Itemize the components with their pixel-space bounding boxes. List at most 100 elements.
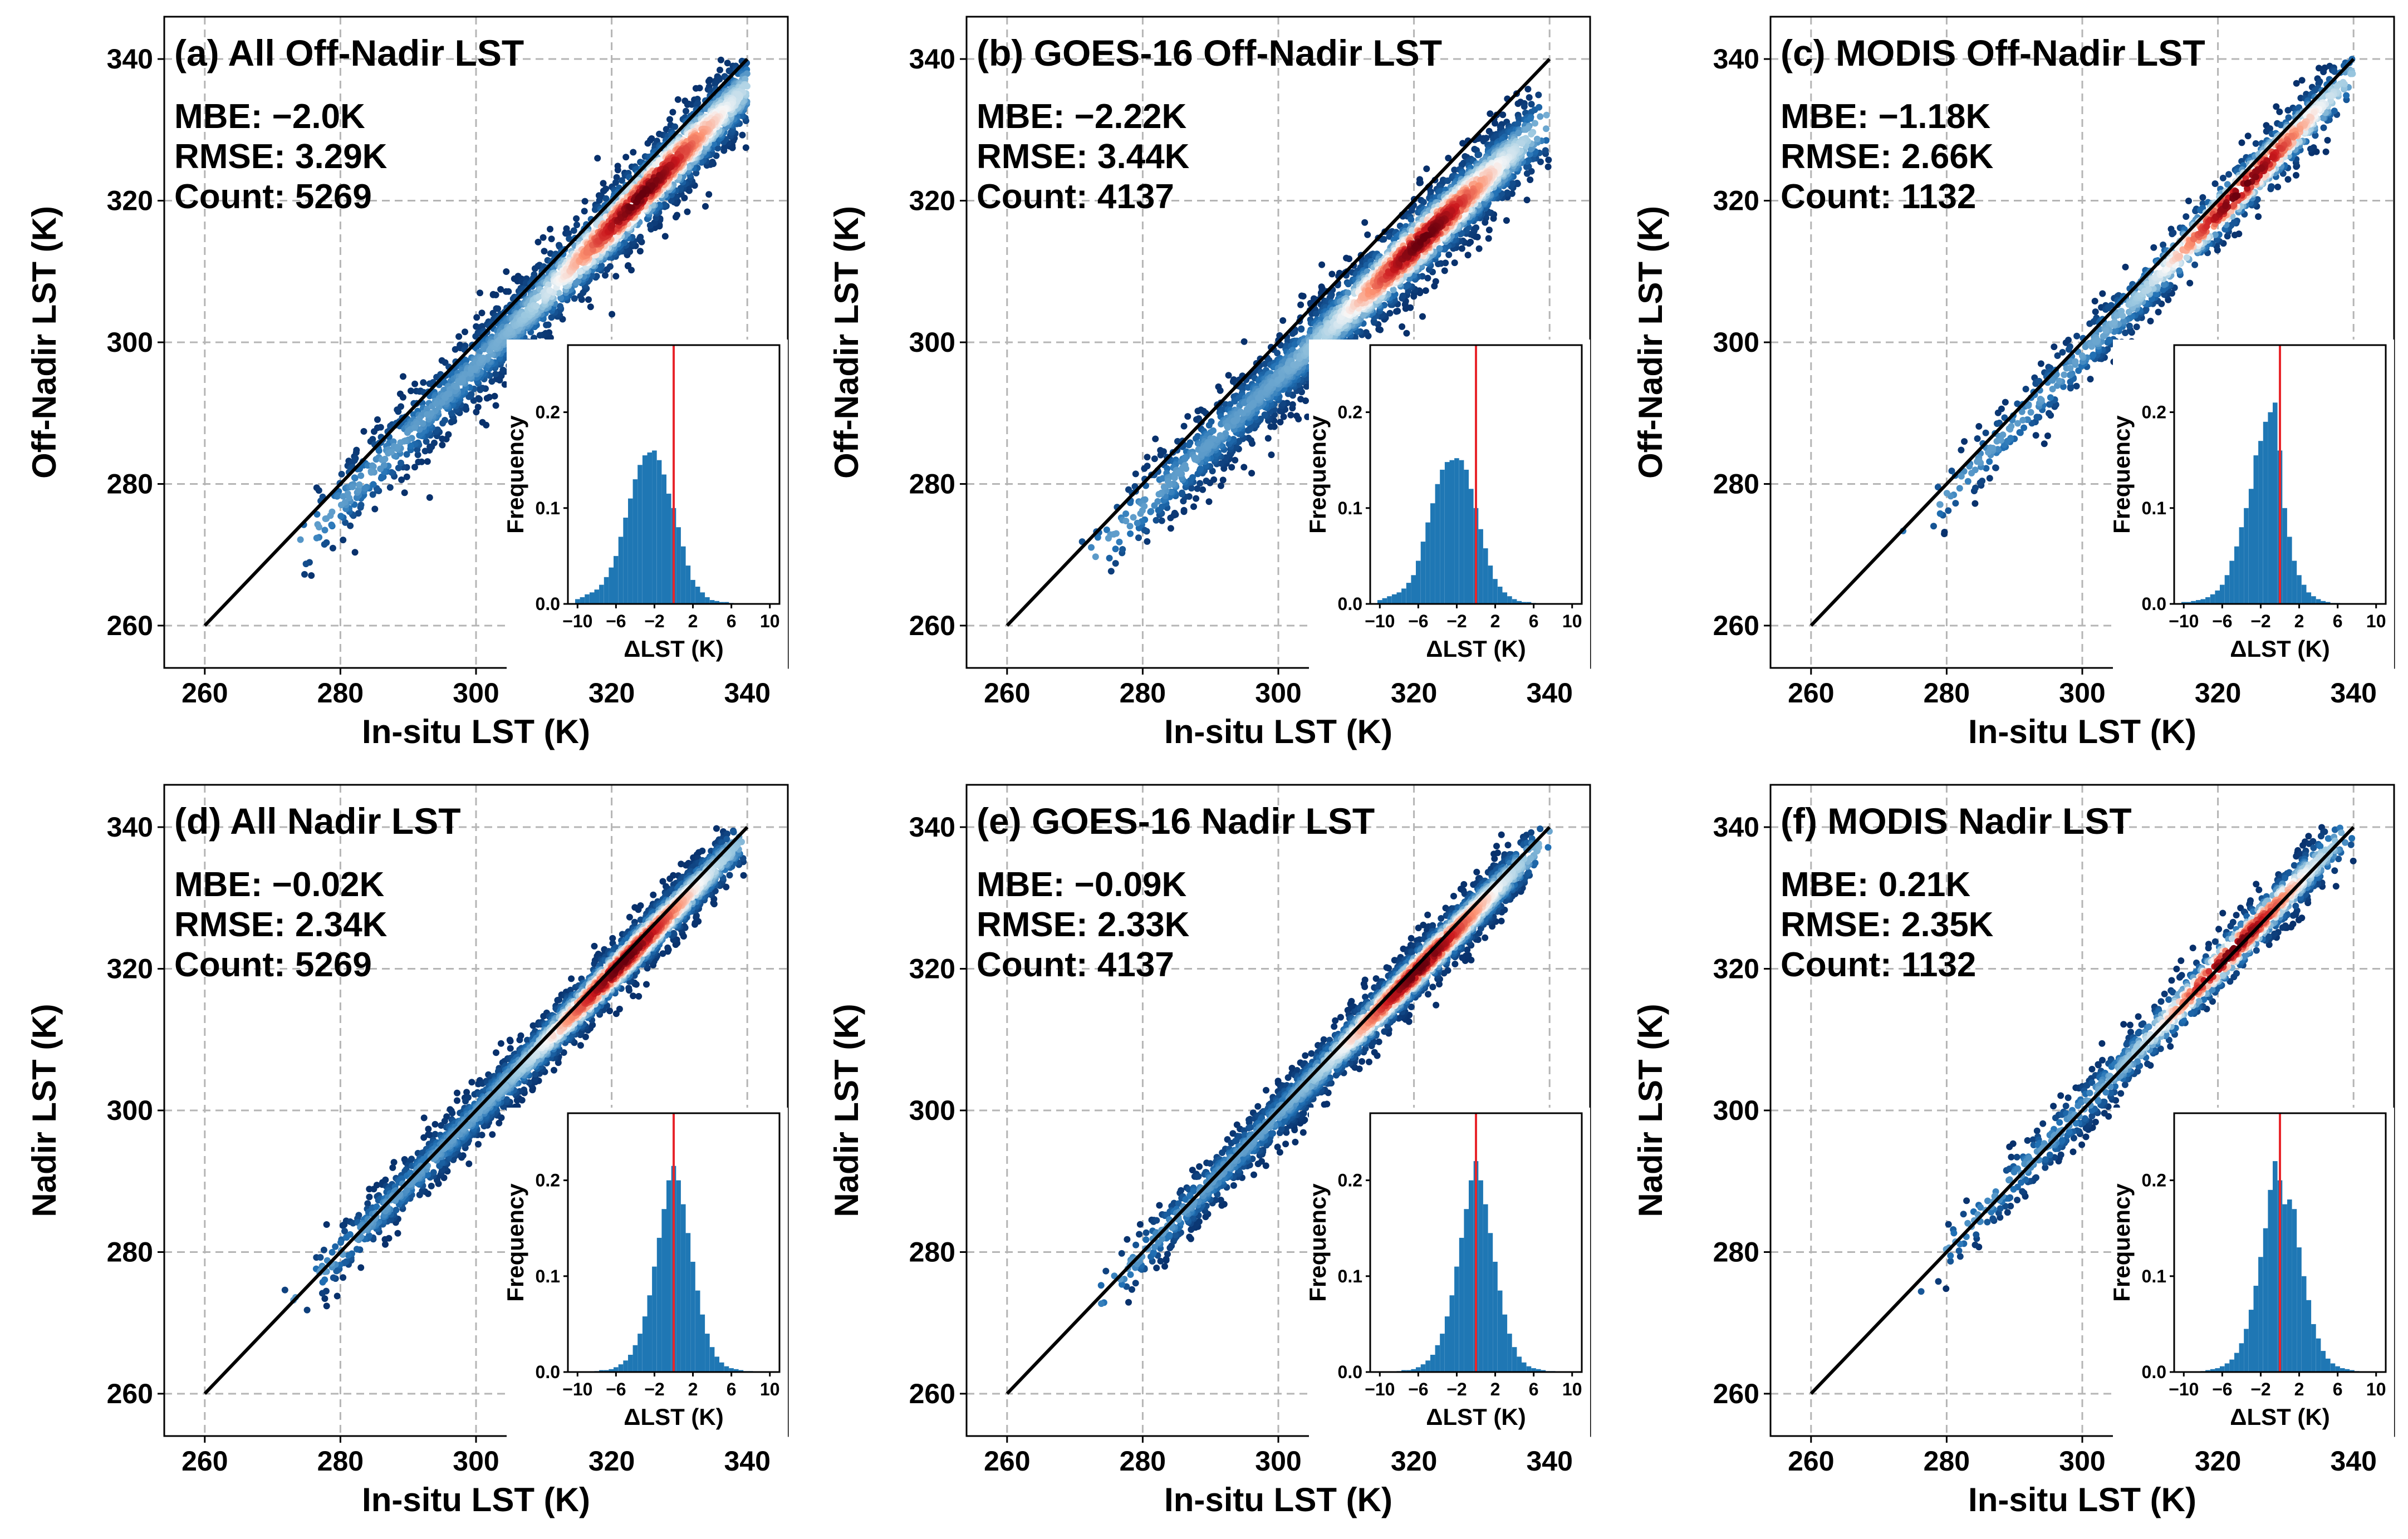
scatter-point [1217,432,1224,439]
inset-x-tick-label: −10 [562,611,592,631]
x-tick-label: 320 [588,677,635,709]
scatter-point [1278,373,1286,381]
scatter-point [1514,120,1522,127]
scatter-point [653,176,660,184]
scatter-point [522,280,529,287]
scatter-point [499,366,507,373]
scatter-point [338,501,345,509]
scatter-point [1092,553,1099,560]
histogram-bar [676,527,681,604]
scatter-point [411,424,418,431]
scatter-point [1390,286,1397,293]
scatter-point [328,522,335,528]
scatter-point [1393,308,1400,315]
scatter-point [572,279,580,286]
scatter-point [442,417,448,424]
y-tick-label: 320 [107,185,153,217]
histogram-bar [589,592,595,604]
scatter-point [388,449,395,456]
y-axis-label: Off-Nadir LST (K) [26,206,63,479]
scatter-point [371,505,379,513]
scatter-point [400,373,406,380]
scatter-point [423,438,430,445]
scatter-point [566,235,573,242]
scatter-point [346,494,353,501]
scatter-point [1422,287,1429,294]
scatter-point [1518,140,1526,147]
scatter-point [1116,538,1123,545]
scatter-point [1543,125,1549,132]
histogram-bar [637,465,643,604]
scatter-point [337,513,345,520]
scatter-point [596,197,603,204]
scatter-point [1144,463,1151,470]
scatter-point [395,408,402,415]
scatter-point [710,140,717,147]
scatter-point [403,473,410,480]
scatter-point [557,303,563,310]
scatter-point [462,328,468,336]
scatter-point [1205,422,1213,429]
scatter-point [1107,568,1115,575]
scatter-point [463,357,470,364]
scatter-point [1191,454,1198,461]
inset-x-tick-label: −6 [606,611,626,631]
scatter-point [1224,423,1231,430]
scatter-point [1217,387,1224,394]
scatter-point [340,537,347,544]
scatter-point [1112,545,1119,553]
scatter-point [1225,372,1232,379]
histogram-bar [705,597,710,604]
scatter-point [1105,535,1112,542]
scatter-point [739,131,746,139]
scatter-point [1185,441,1193,449]
scatter-point [1364,231,1371,238]
scatter-point [377,424,384,431]
scatter-point [371,428,377,435]
scatter-point [424,411,431,418]
scatter-point [360,428,367,435]
scatter-point [1528,101,1535,108]
scatter-point [431,439,438,446]
histogram-bar [656,460,662,604]
scatter-point [1171,474,1178,481]
scatter-point [1171,509,1178,517]
scatter-point [1240,464,1248,471]
histogram-bar [647,452,653,604]
scatter-point [1417,179,1424,186]
scatter-point [492,371,499,378]
scatter-point [349,483,356,490]
scatter-point [1180,507,1188,514]
histogram-bar [681,546,686,604]
scatter-point [1122,518,1130,524]
histogram-bar [623,518,628,604]
scatter-point [472,333,479,340]
scatter-point [398,403,404,410]
scatter-point [602,195,610,202]
scatter-point [351,457,358,464]
scatter-point [743,70,751,77]
scatter-point [1230,417,1237,425]
scatter-point [1441,267,1448,274]
scatter-point [1407,216,1415,223]
scatter-point [465,393,473,400]
scatter-point [702,203,709,210]
scatter-point [323,515,330,522]
scatter-point [1289,401,1296,408]
scatter-point [613,174,620,181]
scatter-point [1160,483,1168,490]
scatter-point [625,262,632,269]
scatter-point [378,473,385,480]
scatter-point [724,60,731,67]
scatter-point [693,170,700,176]
scatter-point [361,485,368,492]
scatter-point [321,527,328,534]
scatter-point [1279,317,1287,324]
scatter-point [1298,326,1305,333]
scatter-point [302,560,310,568]
scatter-point [709,159,716,165]
scatter-point [705,78,712,85]
scatter-point [1268,451,1275,459]
scatter-point [583,249,590,256]
